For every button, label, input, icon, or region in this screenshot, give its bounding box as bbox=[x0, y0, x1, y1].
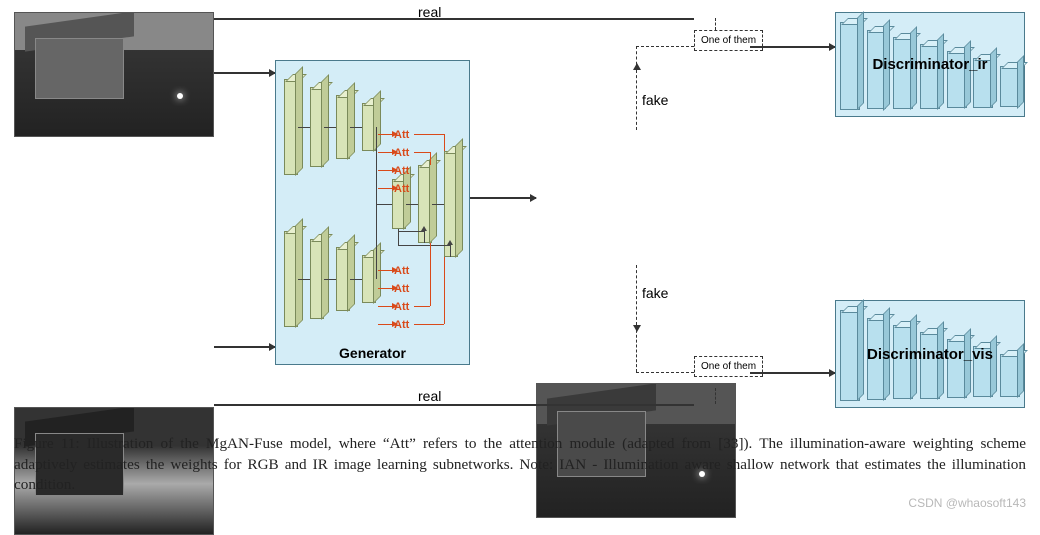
arrow-vis-to-gen bbox=[214, 346, 275, 348]
one-of-them-ir: One of them bbox=[694, 30, 763, 51]
fake-label: fake bbox=[642, 92, 668, 108]
fake-path-ir bbox=[636, 70, 637, 130]
discriminator-ir-box: Discriminator_ir bbox=[835, 12, 1025, 117]
real-path-ir bbox=[214, 18, 694, 20]
one-of-them-vis: One of them bbox=[694, 356, 763, 377]
gen-enc-bot-4 bbox=[362, 255, 376, 303]
gen-enc-top-3 bbox=[336, 95, 350, 159]
arrow-ir-to-gen bbox=[214, 72, 275, 74]
arrow-to-disc-vis bbox=[750, 372, 835, 374]
gen-enc-top-4 bbox=[362, 103, 376, 151]
fake-path-vis bbox=[636, 265, 637, 325]
discriminator-vis-box: Discriminator_vis bbox=[835, 300, 1025, 408]
generator-label: Generator bbox=[339, 345, 406, 361]
fake-label: fake bbox=[642, 285, 668, 301]
arrow-to-disc-ir bbox=[750, 46, 835, 48]
input-ir-image bbox=[14, 12, 214, 137]
gen-enc-top-2 bbox=[310, 87, 324, 167]
arrow-gen-to-fused bbox=[470, 197, 536, 199]
disc-vis-label: Discriminator_vis bbox=[867, 346, 993, 363]
real-path-vis bbox=[214, 404, 694, 406]
real-label: real bbox=[418, 4, 441, 20]
one-of-text: One of them bbox=[701, 361, 756, 372]
figure-caption: Figure 11: Illustration of the MgAN-Fuse… bbox=[14, 434, 1026, 496]
disc-ir-label: Discriminator_ir bbox=[872, 56, 987, 73]
gen-enc-bot-3 bbox=[336, 247, 350, 311]
generator-box: Att Att Att Att Att Att Att Att Generato… bbox=[275, 60, 470, 365]
real-label: real bbox=[418, 388, 441, 404]
gen-enc-bot-1 bbox=[284, 231, 298, 327]
watermark-text: CSDN @whaosoft143 bbox=[908, 496, 1026, 510]
mgan-fuse-diagram: Att Att Att Att Att Att Att Att Generato… bbox=[0, 0, 1040, 430]
one-of-text: One of them bbox=[701, 35, 756, 46]
gen-enc-top-1 bbox=[284, 79, 298, 175]
gen-enc-bot-2 bbox=[310, 239, 324, 319]
